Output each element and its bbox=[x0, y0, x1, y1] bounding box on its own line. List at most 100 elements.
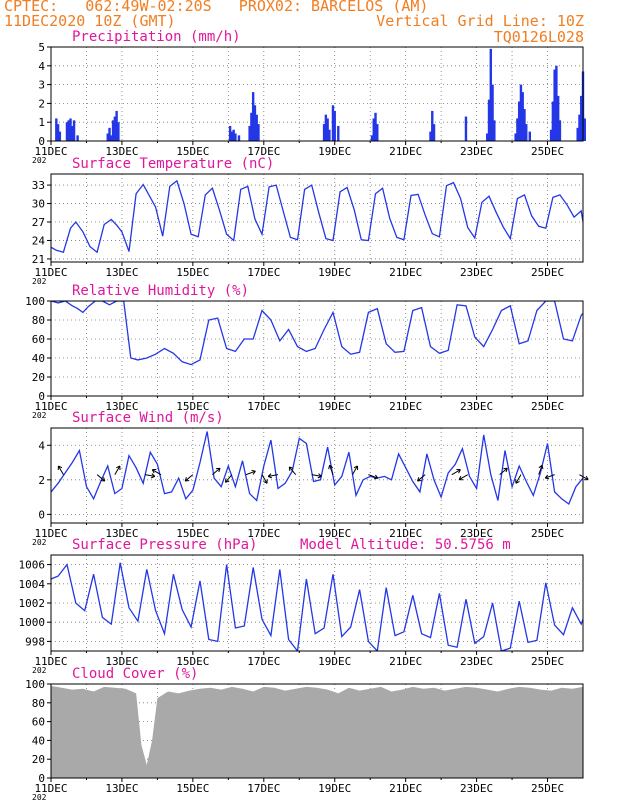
wind-arrow-head bbox=[57, 465, 63, 470]
pressure-ytick-label: 1002 bbox=[19, 597, 46, 610]
cloud-area bbox=[51, 685, 583, 778]
precip-bar bbox=[523, 109, 526, 141]
wind-arrow bbox=[261, 474, 268, 484]
wind-arrow bbox=[458, 474, 468, 481]
header-grid-note: Vertical Grid Line: 10Z bbox=[376, 12, 584, 30]
pressure-ytick-label: 1000 bbox=[19, 616, 46, 629]
pressure-year-fragment: 202 bbox=[32, 666, 47, 675]
precip-bar bbox=[376, 124, 379, 141]
temp-ytick-label: 21 bbox=[32, 253, 45, 266]
precip-bar bbox=[255, 114, 258, 141]
wind-arrow-head bbox=[317, 473, 322, 479]
precip-bar bbox=[491, 84, 494, 141]
precip-ytick-label: 3 bbox=[38, 79, 45, 92]
precip-bar bbox=[372, 118, 375, 141]
wind-arrow bbox=[538, 465, 543, 475]
precip-bar bbox=[324, 114, 328, 141]
precip-bar bbox=[337, 125, 340, 141]
cloud-xtick-label: 11DEC bbox=[34, 782, 67, 795]
precip-bar bbox=[251, 92, 255, 141]
precip-bar bbox=[115, 110, 118, 141]
wind-arrow-head bbox=[216, 467, 221, 473]
wind-arrow-head bbox=[150, 473, 156, 479]
temp-xtick-label: 13DEC bbox=[105, 266, 138, 279]
wind-arrow-head bbox=[328, 464, 334, 470]
wind-ytick-label: 0 bbox=[38, 508, 45, 521]
wind-arrow-head bbox=[456, 468, 461, 474]
precip-bar bbox=[257, 124, 260, 141]
pressure-xtick-label: 19DEC bbox=[318, 655, 351, 668]
wind-arrow bbox=[212, 467, 221, 476]
wind-arrow-head bbox=[267, 473, 273, 479]
precip-bar bbox=[322, 124, 326, 141]
wind-ytick-label: 2 bbox=[38, 474, 45, 487]
precip-bar bbox=[576, 127, 579, 141]
wind-arrow bbox=[545, 474, 555, 479]
precip-title: Precipitation (mm/h) bbox=[72, 29, 241, 45]
wind-ytick-label: 4 bbox=[38, 439, 45, 452]
rh-series-line bbox=[51, 301, 583, 366]
cloud-xtick-label: 23DEC bbox=[460, 782, 493, 795]
precip-bar bbox=[110, 135, 113, 141]
precip-bar bbox=[486, 133, 489, 141]
precip-bar bbox=[237, 135, 241, 141]
rh-ytick-label: 100 bbox=[25, 295, 45, 308]
precip-xtick-label: 17DEC bbox=[247, 145, 280, 158]
wind-xtick-label: 11DEC bbox=[34, 527, 67, 540]
rh-ytick-label: 40 bbox=[32, 352, 45, 365]
wind-arrow bbox=[144, 474, 155, 477]
precip-bar bbox=[326, 118, 329, 141]
wind-arrow-head bbox=[503, 467, 508, 473]
precip-bar bbox=[331, 105, 335, 141]
cloud-year-fragment: 202 bbox=[32, 793, 47, 800]
temp-xtick-label: 25DEC bbox=[531, 266, 564, 279]
precip-bar bbox=[556, 95, 560, 141]
precip-bar bbox=[525, 124, 528, 141]
temp-ytick-label: 33 bbox=[32, 179, 45, 192]
wind-arrow-head bbox=[100, 477, 106, 482]
cloud-xtick-label: 17DEC bbox=[247, 782, 280, 795]
precip-xtick-label: 11DEC bbox=[34, 145, 67, 158]
wind-arrow bbox=[184, 474, 194, 482]
precip-bar bbox=[328, 129, 331, 141]
wind-arrow-head bbox=[263, 479, 268, 484]
rh-ytick-label: 20 bbox=[32, 371, 45, 384]
precip-bar bbox=[56, 124, 60, 141]
precip-bar bbox=[111, 120, 115, 141]
precip-bar bbox=[228, 125, 232, 141]
rh-xtick-label: 11DEC bbox=[34, 400, 67, 413]
precip-ytick-label: 5 bbox=[38, 41, 45, 54]
wind-arrow-head bbox=[417, 477, 422, 482]
precip-bar bbox=[432, 124, 436, 141]
precip-year-fragment: 202 bbox=[32, 156, 47, 165]
rh-xtick-label: 19DEC bbox=[318, 400, 351, 413]
temp-ytick-label: 30 bbox=[32, 198, 45, 211]
wind-arrow bbox=[57, 465, 64, 475]
precip-bar bbox=[514, 133, 517, 141]
wind-arrow-head bbox=[116, 465, 121, 470]
wind-arrow bbox=[288, 466, 297, 475]
precip-ytick-label: 1 bbox=[38, 116, 45, 129]
precip-bar bbox=[519, 84, 523, 141]
cloud-xtick-label: 21DEC bbox=[389, 782, 422, 795]
rh-ytick-label: 0 bbox=[38, 390, 45, 403]
wind-arrow bbox=[114, 465, 121, 475]
pressure-xtick-label: 23DEC bbox=[460, 655, 493, 668]
wind-xtick-label: 21DEC bbox=[389, 527, 422, 540]
precip-bar bbox=[553, 69, 556, 141]
wind-arrow bbox=[579, 474, 589, 481]
rh-ytick-label: 60 bbox=[32, 333, 45, 346]
wind-arrow-head bbox=[584, 475, 589, 481]
precip-xtick-label: 21DEC bbox=[389, 145, 422, 158]
precip-bar bbox=[230, 131, 234, 141]
pressure-xtick-label: 13DEC bbox=[105, 655, 138, 668]
precip-bar bbox=[580, 95, 583, 141]
wind-arrow-head bbox=[373, 474, 379, 480]
precip-bar bbox=[76, 135, 79, 141]
wind-xtick-label: 13DEC bbox=[105, 527, 138, 540]
wind-arrow-head bbox=[538, 464, 544, 470]
precip-bar bbox=[253, 105, 257, 141]
wind-arrow bbox=[152, 469, 162, 476]
wind-arrow-head bbox=[544, 474, 550, 480]
